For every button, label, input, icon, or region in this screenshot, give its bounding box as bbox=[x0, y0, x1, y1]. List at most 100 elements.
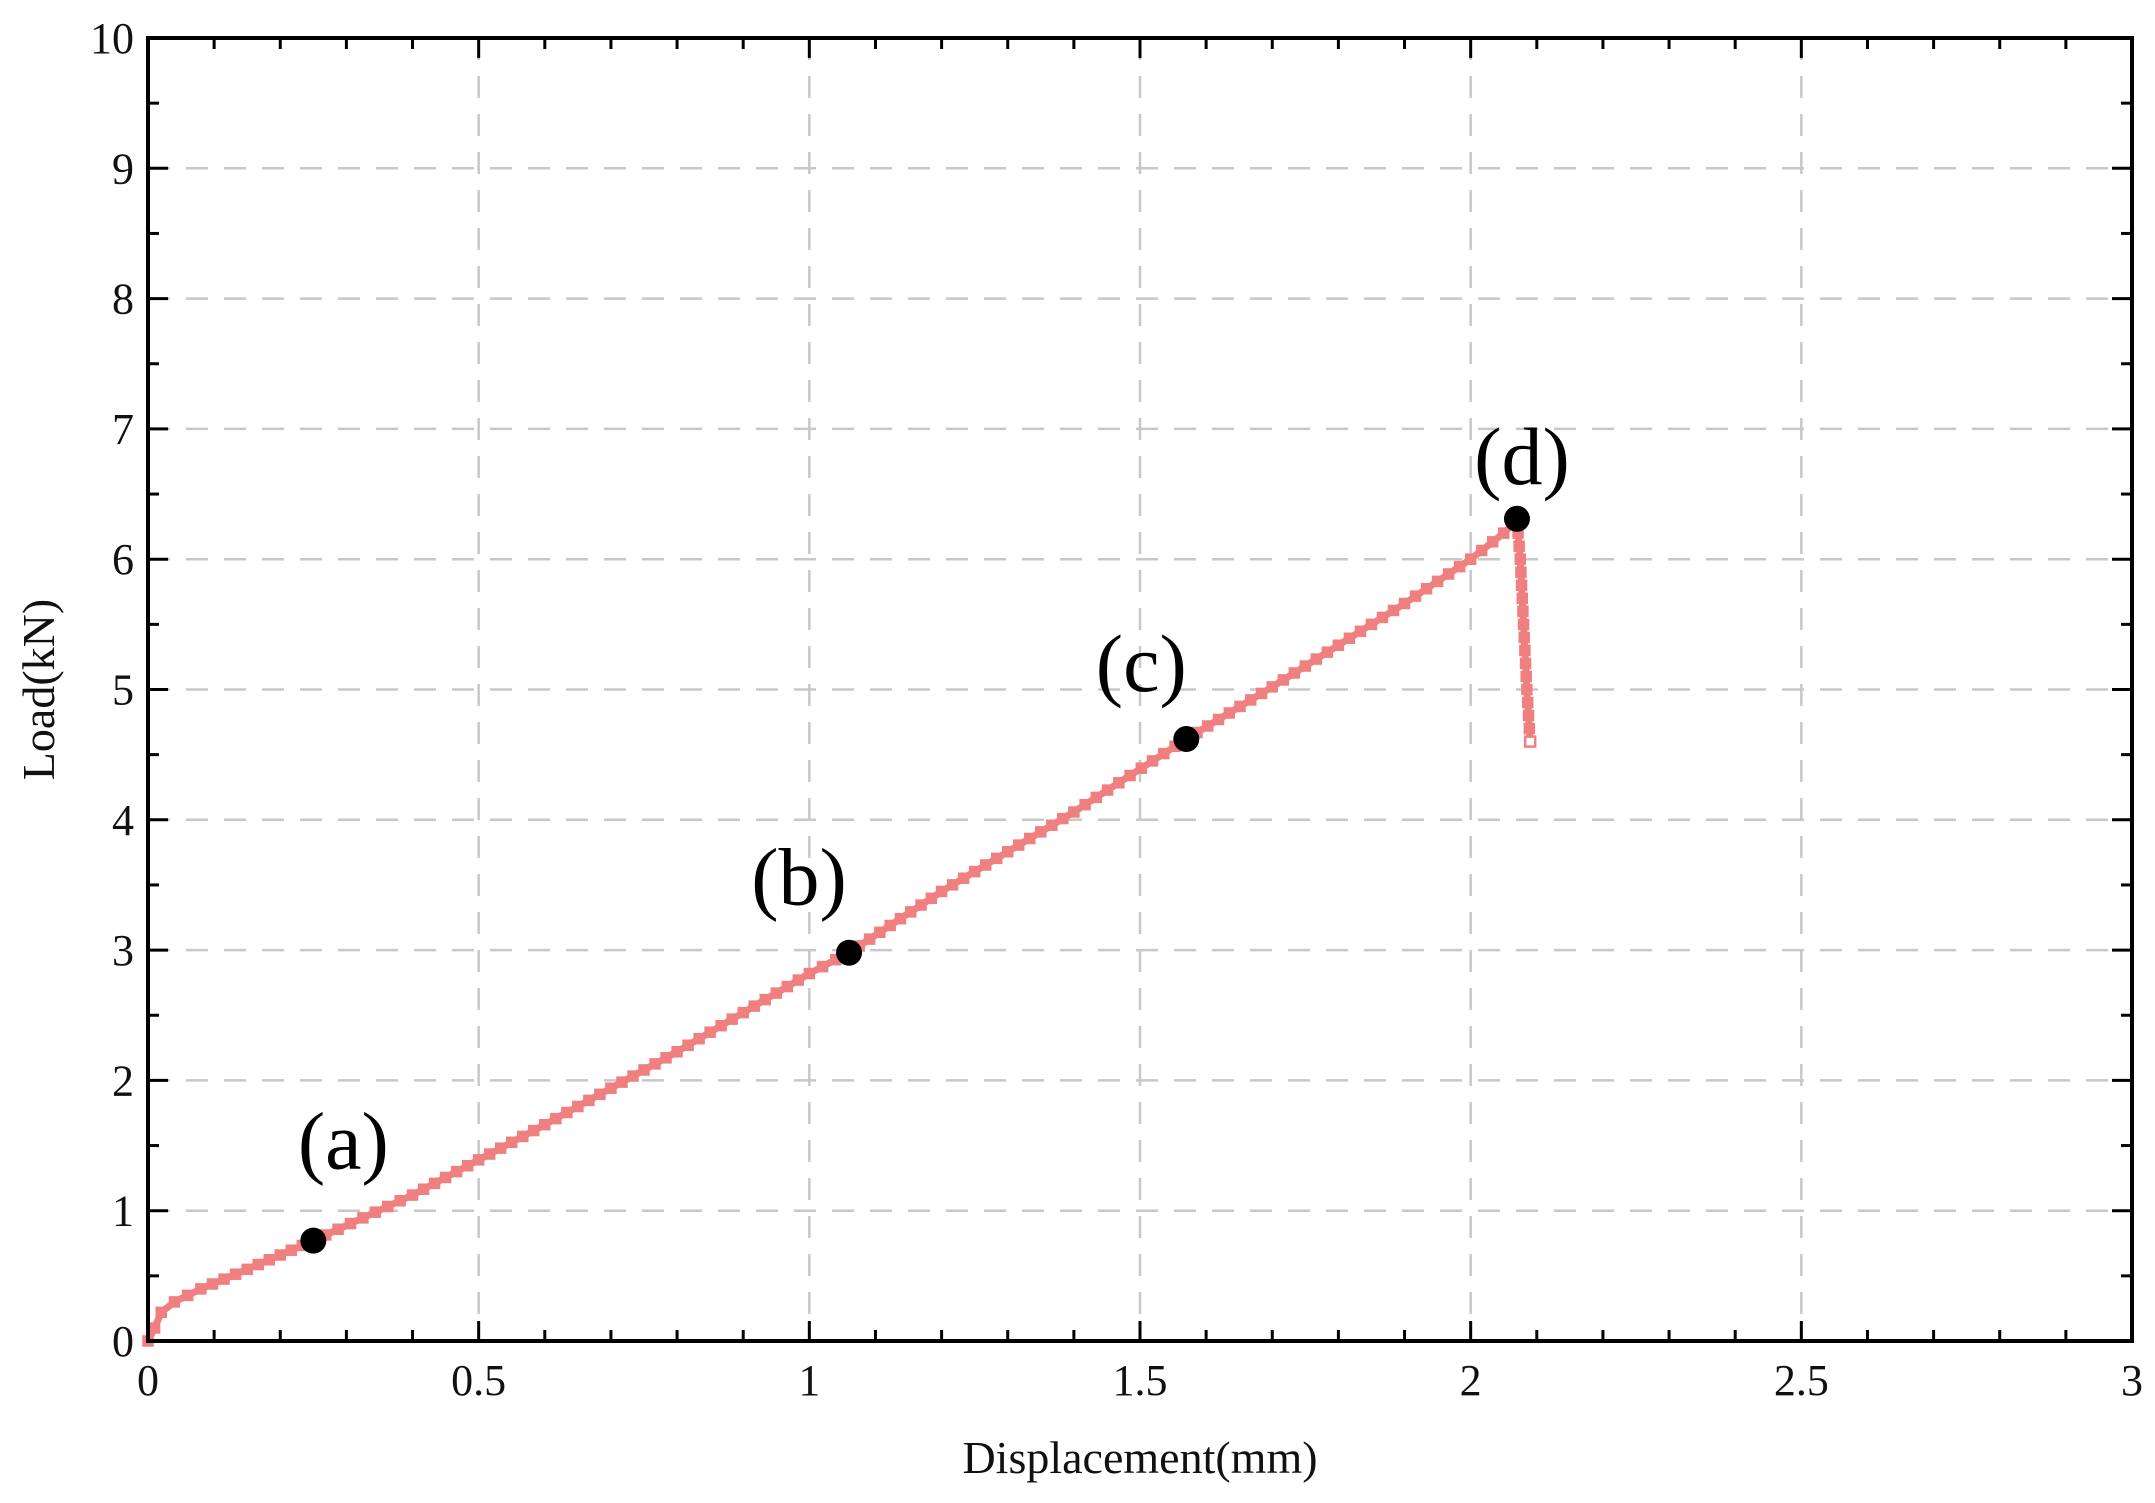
y-tick-label-7: 7 bbox=[112, 405, 134, 454]
series-0-marker-52 bbox=[726, 1013, 738, 1025]
y-tick-label-1: 1 bbox=[112, 1187, 134, 1236]
series-0-marker-117 bbox=[1442, 568, 1455, 580]
series-0-marker-9 bbox=[241, 1263, 253, 1276]
series-0-marker-79 bbox=[1024, 832, 1036, 845]
series-0-marker-83 bbox=[1068, 806, 1080, 818]
series-0-marker-138 bbox=[1522, 709, 1535, 722]
point-marker-1 bbox=[836, 939, 863, 966]
series-0-marker-48 bbox=[682, 1039, 694, 1051]
series-0-marker-17 bbox=[332, 1223, 344, 1236]
series-0-marker-88 bbox=[1124, 769, 1136, 782]
x-tick-label-1: 0.5 bbox=[451, 1356, 506, 1405]
series-0-marker-116 bbox=[1431, 575, 1444, 588]
series-0-marker-128 bbox=[1515, 579, 1528, 592]
series-0-marker-7 bbox=[218, 1273, 230, 1285]
series-0-marker-35 bbox=[539, 1118, 551, 1131]
series-0-marker-132 bbox=[1518, 631, 1530, 644]
series-0-marker-110 bbox=[1365, 618, 1378, 631]
point-label-1: (b) bbox=[751, 832, 847, 923]
series-0-marker-122 bbox=[1497, 527, 1510, 539]
series-0-marker-95 bbox=[1202, 720, 1214, 732]
series-0-marker-69 bbox=[915, 899, 927, 911]
series-0-marker-130 bbox=[1517, 605, 1529, 618]
series-0-marker-82 bbox=[1057, 812, 1069, 825]
series-0-marker-80 bbox=[1035, 826, 1047, 838]
series-0-marker-71 bbox=[935, 885, 948, 898]
series-0-marker-3 bbox=[168, 1296, 181, 1308]
series-0-marker-121 bbox=[1486, 536, 1499, 548]
series-0-marker-65 bbox=[874, 926, 886, 939]
series-0-marker-103 bbox=[1288, 667, 1301, 679]
series-0-marker-28 bbox=[461, 1159, 474, 1172]
series-0-marker-137 bbox=[1521, 696, 1534, 709]
series-0-marker-21 bbox=[381, 1200, 394, 1213]
series-0-marker-57 bbox=[781, 980, 794, 993]
series-0-marker-136 bbox=[1521, 683, 1533, 696]
y-tick-label-5: 5 bbox=[112, 666, 134, 715]
series-0-marker-45 bbox=[649, 1058, 661, 1070]
point-label-3: (d) bbox=[1474, 411, 1570, 502]
series-0-marker-78 bbox=[1013, 839, 1025, 851]
series-0-marker-59 bbox=[803, 967, 816, 980]
series-0-marker-75 bbox=[979, 859, 992, 871]
series-0-marker-37 bbox=[561, 1106, 573, 1119]
series-0-marker-64 bbox=[863, 933, 876, 945]
y-tick-label-9: 9 bbox=[112, 144, 134, 193]
series-0-marker-24 bbox=[417, 1183, 430, 1195]
series-0-marker-54 bbox=[748, 1000, 760, 1012]
series-0-marker-133 bbox=[1519, 644, 1531, 657]
point-label-2: (c) bbox=[1096, 618, 1187, 709]
series-0-marker-107 bbox=[1332, 639, 1345, 651]
series-0-marker-102 bbox=[1277, 674, 1290, 686]
series-0-marker-135 bbox=[1520, 670, 1532, 683]
x-tick-label-0: 0 bbox=[137, 1356, 159, 1405]
tick-labels: 0 0.5 1 1.5 2 2.5 3 0 1 2 3 4 5 6 7 8 9 10 bbox=[90, 14, 2143, 1405]
series-0-marker-85 bbox=[1090, 791, 1103, 804]
series-0-marker-22 bbox=[394, 1195, 406, 1207]
series-0-marker-8 bbox=[229, 1268, 242, 1280]
series-0-marker-29 bbox=[472, 1154, 485, 1166]
series-0-marker-66 bbox=[884, 919, 896, 932]
series-0-marker-68 bbox=[904, 906, 917, 918]
series-0-marker-126 bbox=[1514, 553, 1527, 565]
series-0-end-marker bbox=[1523, 735, 1537, 748]
series-0-marker-111 bbox=[1376, 611, 1389, 624]
series-0-marker-40 bbox=[594, 1088, 606, 1101]
series-0-marker-96 bbox=[1212, 713, 1225, 726]
series-0-marker-34 bbox=[528, 1124, 540, 1137]
annotated-points: (a) (b) (c) (d) bbox=[298, 411, 1570, 1254]
series-0-marker-101 bbox=[1266, 681, 1279, 693]
series-0-marker-47 bbox=[671, 1045, 683, 1058]
series-0-marker-25 bbox=[428, 1177, 441, 1190]
point-marker-2 bbox=[1173, 726, 1200, 753]
x-tick-label-3: 1.5 bbox=[1113, 1356, 1168, 1405]
series-0-marker-55 bbox=[759, 993, 771, 1006]
x-axis-title: Displacement(mm) bbox=[962, 1432, 1317, 1483]
y-tick-label-2: 2 bbox=[112, 1056, 134, 1105]
series-0-marker-112 bbox=[1387, 604, 1400, 617]
series-0-marker-87 bbox=[1113, 777, 1125, 789]
series-0-marker-106 bbox=[1321, 646, 1334, 658]
series-0-marker-1 bbox=[148, 1322, 161, 1334]
series-0-marker-131 bbox=[1517, 618, 1530, 631]
series-0-marker-108 bbox=[1343, 632, 1356, 644]
series-0-marker-76 bbox=[990, 852, 1003, 865]
grid-lines bbox=[148, 38, 2132, 1341]
series-0-marker-81 bbox=[1046, 819, 1058, 831]
series-0-marker-91 bbox=[1158, 747, 1170, 760]
series-0-marker-12 bbox=[274, 1249, 287, 1261]
series-0-marker-90 bbox=[1146, 755, 1159, 767]
series-0-marker-58 bbox=[792, 974, 805, 986]
series-0-marker-41 bbox=[605, 1082, 617, 1094]
point-label-0: (a) bbox=[298, 1096, 389, 1187]
series-0-marker-89 bbox=[1135, 762, 1148, 774]
series-0-marker-139 bbox=[1523, 722, 1536, 735]
y-axis-title: Load(kN) bbox=[13, 599, 64, 780]
series-0-marker-125 bbox=[1513, 540, 1525, 552]
series-0-marker-70 bbox=[925, 892, 938, 905]
series-0-marker-31 bbox=[494, 1142, 507, 1154]
series-0-marker-36 bbox=[550, 1112, 562, 1125]
series-0-marker-27 bbox=[450, 1165, 463, 1178]
series-0-marker-38 bbox=[572, 1100, 584, 1113]
